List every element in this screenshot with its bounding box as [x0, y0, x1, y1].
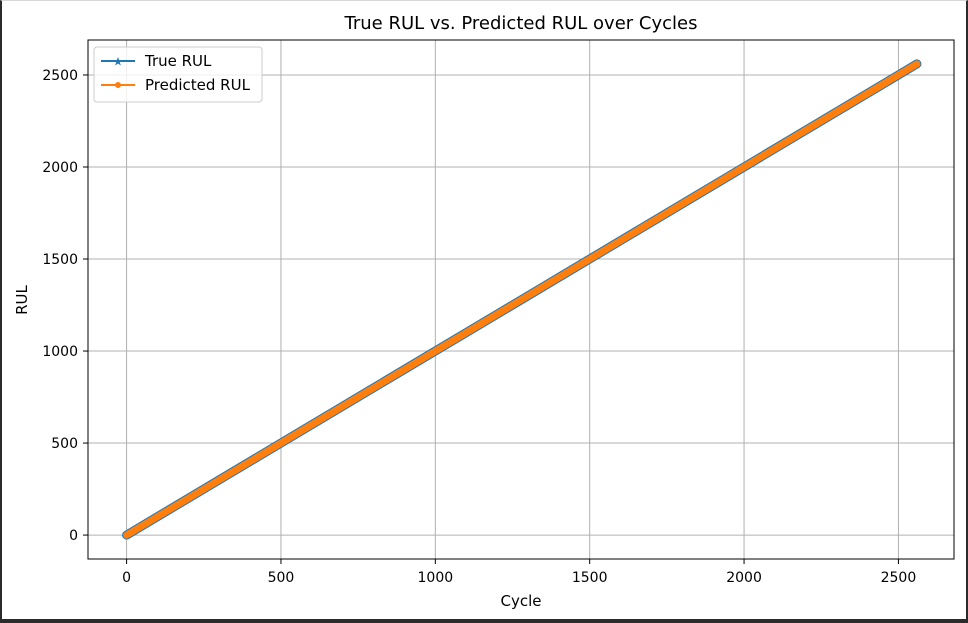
y-axis-label: RUL [13, 284, 31, 314]
x-tick-label: 0 [122, 570, 131, 586]
legend-marker-star: ★ [113, 55, 124, 69]
y-tick-label: 2500 [42, 68, 78, 84]
plot-area-border [87, 39, 955, 560]
x-axis-label: Cycle [501, 592, 542, 610]
y-tick-label: 2000 [42, 160, 78, 176]
y-tick-label: 1500 [42, 252, 78, 268]
series-lines [122, 59, 922, 540]
legend-box [93, 46, 263, 103]
axis-ticks: 0 500 1000 1500 2000 2500 0 500 1000 1500 2000 2500 [42, 68, 916, 586]
y-tick-label: 500 [51, 436, 78, 452]
x-tick-label: 1500 [572, 570, 608, 586]
series-line-predicted-rul [123, 60, 921, 539]
y-tick-label: 1000 [42, 344, 78, 360]
x-tick-label: 2000 [726, 570, 762, 586]
chart-title: True RUL vs. Predicted RUL over Cycles [344, 13, 698, 34]
legend-label-true-rul: True RUL [144, 52, 212, 70]
x-tick-label: 2500 [881, 570, 917, 586]
legend-marker-circle [115, 82, 121, 88]
legend-label-predicted-rul: Predicted RUL [145, 76, 251, 94]
x-tick-label: 500 [268, 570, 295, 586]
legend: ★ True RUL Predicted RUL [93, 46, 263, 103]
x-tick-label: 1000 [418, 570, 454, 586]
y-tick-label: 0 [69, 528, 78, 544]
